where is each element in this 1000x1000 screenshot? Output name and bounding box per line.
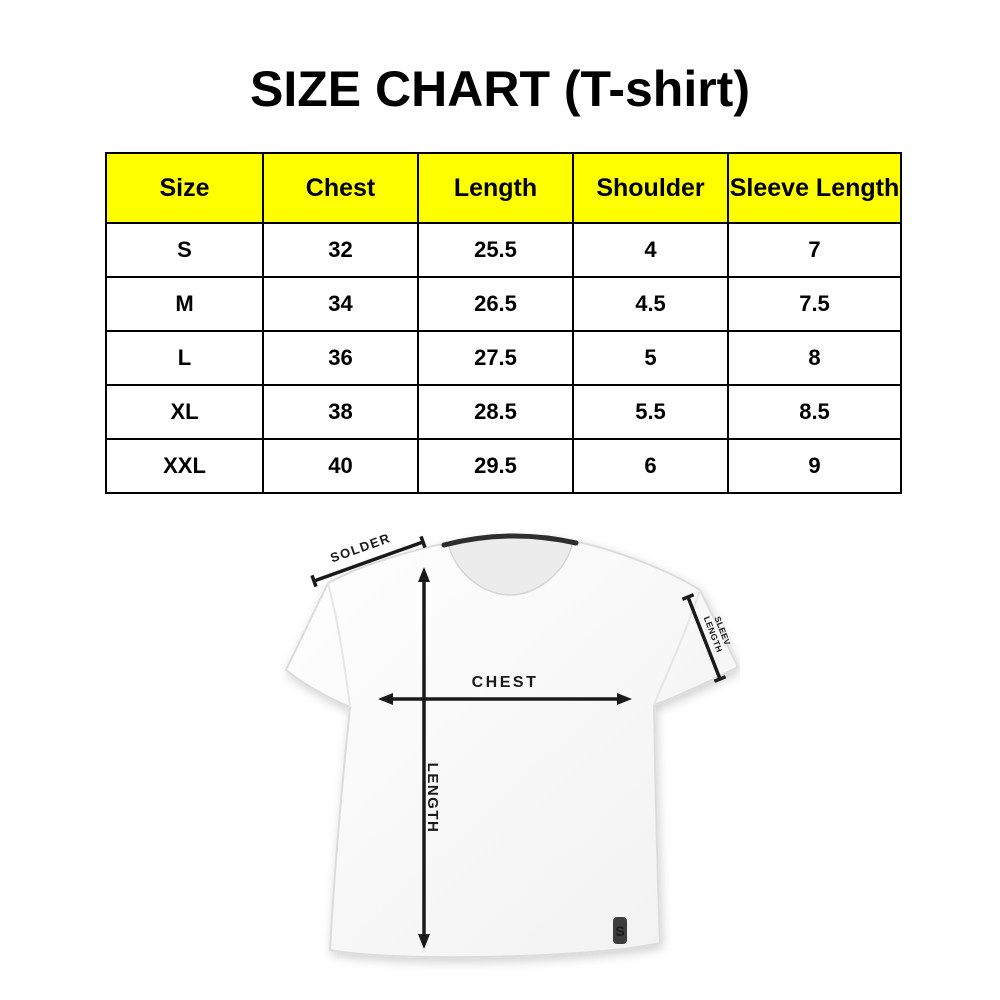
measurement-cell: 6 (572, 438, 729, 494)
left-sleeve-seam (327, 582, 351, 708)
tshirt-diagram-svg: LENGTH CHEST SOLDER SLEEV LENGTH (284, 530, 740, 959)
size-cell: M (105, 276, 264, 332)
table-row: XXL 40 29.5 6 9 (105, 438, 902, 494)
measurement-cell: 8.5 (727, 384, 902, 440)
measurement-cell: 25.5 (417, 222, 574, 278)
length-arrowhead-bottom (418, 934, 430, 949)
tshirt-silhouette (284, 534, 740, 959)
right-sleeve-seam (653, 589, 701, 706)
table-header-cell: Shoulder (572, 152, 729, 224)
measurement-cell: 8 (727, 330, 902, 386)
table-row: M 34 26.5 4.5 7.5 (105, 276, 902, 332)
table-header-cell: Chest (262, 152, 419, 224)
chest-arrowhead-right (617, 693, 632, 705)
page-title: SIZE CHART (T-shirt) (250, 61, 750, 117)
size-table: Size Chest Length Shoulder Sleeve Length S 32… (105, 152, 902, 494)
shoulder-measure-line (310, 535, 427, 588)
measurement-cell: 40 (262, 438, 419, 494)
measurement-cell: 26.5 (417, 276, 574, 332)
measurement-cell: 28.5 (417, 384, 574, 440)
measurement-cell: 4.5 (572, 276, 729, 332)
chest-arrowhead-left (378, 693, 393, 705)
table-row: S 32 25.5 4 7 (105, 222, 902, 278)
length-arrowhead-top (418, 567, 430, 582)
table-header-cell: Sleeve Length (727, 152, 902, 224)
size-table-body: S 32 25.5 4 7 M 34 26.5 4.5 7.5 L 36 27.5 5 8 XL 38 28.5 5… (105, 222, 902, 494)
length-measure-label: LENGTH (424, 763, 441, 834)
measurement-cell: 4 (572, 222, 729, 278)
measurement-cell: 9 (727, 438, 902, 494)
measurement-cell: 27.5 (417, 330, 574, 386)
measurement-cell: 7 (727, 222, 902, 278)
measurement-cell: 36 (262, 330, 419, 386)
measurement-cell: 29.5 (417, 438, 574, 494)
table-header-cell: Size (105, 152, 264, 224)
size-cell: XL (105, 384, 264, 440)
measurement-cell: 32 (262, 222, 419, 278)
tshirt-measurement-diagram: LENGTH CHEST SOLDER SLEEV LENGTH (270, 505, 740, 995)
measurement-cell: 7.5 (727, 276, 902, 332)
brand-logo-letter: S (615, 923, 624, 939)
size-cell: XXL (105, 438, 264, 494)
size-cell: L (105, 330, 264, 386)
sleeve-measure-line (681, 593, 727, 683)
table-row: L 36 27.5 5 8 (105, 330, 902, 386)
measurement-cell: 5.5 (572, 384, 729, 440)
measurement-cell: 38 (262, 384, 419, 440)
chest-measure-label: CHEST (472, 674, 539, 691)
brand-logo-badge (613, 917, 627, 944)
size-cell: S (105, 222, 264, 278)
measurement-cell: 5 (572, 330, 729, 386)
size-table-header-row: Size Chest Length Shoulder Sleeve Length (105, 152, 902, 224)
table-row: XL 38 28.5 5.5 8.5 (105, 384, 902, 440)
measurement-cell: 34 (262, 276, 419, 332)
table-header-cell: Length (417, 152, 574, 224)
collar-band (441, 533, 579, 548)
